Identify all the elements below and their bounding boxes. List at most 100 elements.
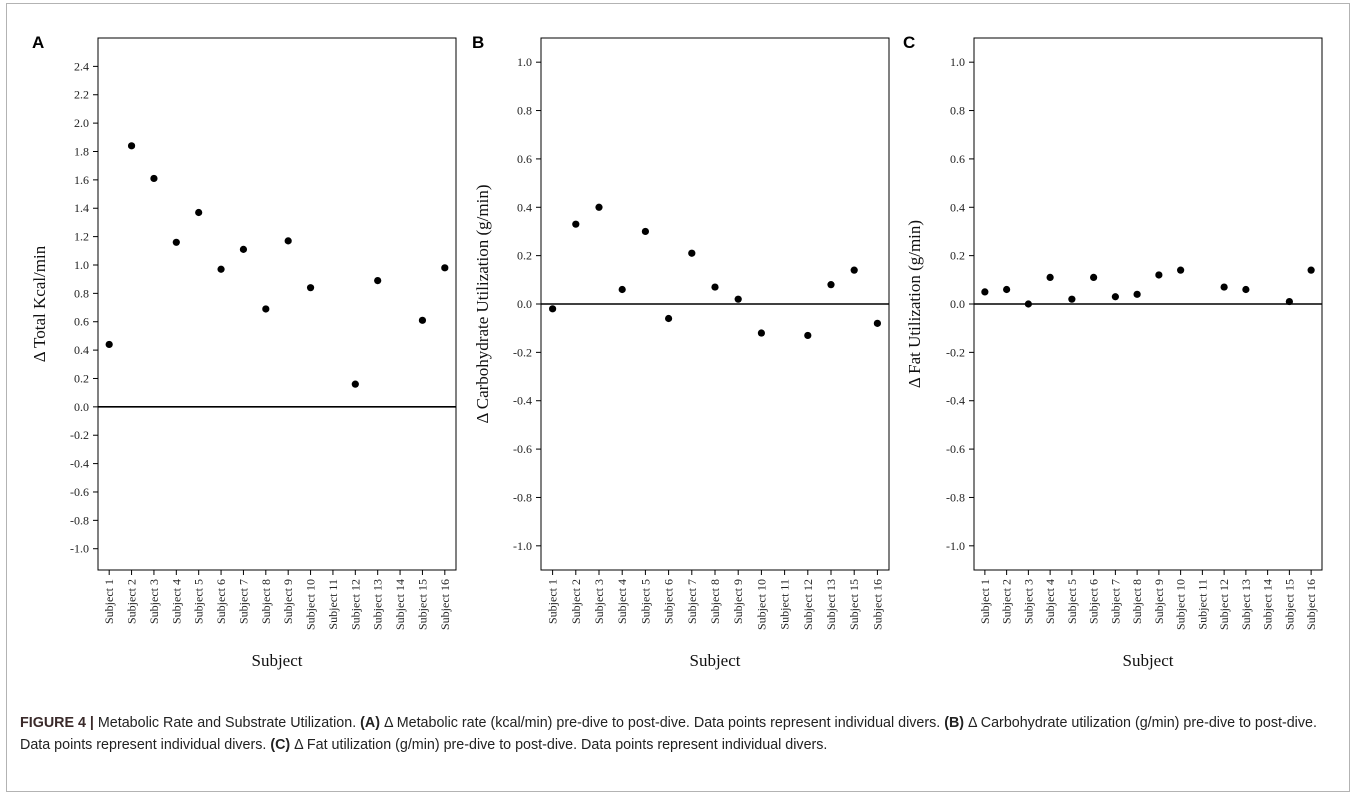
x-tick-label: Subject 9 bbox=[1152, 579, 1166, 624]
x-tick-label: Subject 16 bbox=[1304, 579, 1318, 630]
x-tick-label: Subject 12 bbox=[348, 579, 362, 630]
x-tick-label: Subject 11 bbox=[778, 579, 792, 630]
y-tick-label: 1.6 bbox=[74, 173, 89, 187]
figure-caption: FIGURE 4 | Metabolic Rate and Substrate … bbox=[20, 712, 1340, 756]
x-tick-label: Subject 12 bbox=[1217, 579, 1231, 630]
data-point bbox=[1003, 285, 1011, 294]
x-tick-label: Subject 16 bbox=[870, 579, 884, 630]
data-point bbox=[734, 295, 742, 303]
data-point bbox=[711, 283, 719, 291]
y-tick-label: -1.0 bbox=[70, 542, 89, 556]
y-tick-label: -0.8 bbox=[70, 513, 89, 527]
x-tick-label: Subject 10 bbox=[304, 579, 318, 630]
y-tick-label: 0.4 bbox=[74, 343, 89, 357]
panel-letter: B bbox=[472, 33, 484, 52]
chart-panel-a: A 2.4 2.2 2.0 1.8 1.6 1.4 1.2 1.0 0.8 0.6 0.4 0.2 0.0… bbox=[30, 33, 457, 670]
x-tick-label: Subject 7 bbox=[685, 579, 699, 624]
data-point bbox=[239, 245, 248, 253]
x-tick-label: Subject 13 bbox=[371, 579, 385, 630]
data-point bbox=[981, 288, 989, 296]
data-point bbox=[804, 331, 812, 340]
x-tick-label: Subject 2 bbox=[569, 579, 583, 624]
x-tick-label: Subject 13 bbox=[1239, 579, 1253, 630]
y-tick-label: -0.6 bbox=[946, 442, 965, 456]
x-tick-label: Subject 5 bbox=[638, 579, 652, 624]
y-tick-label: 0.0 bbox=[74, 400, 89, 414]
y-tick-label: 0.8 bbox=[950, 104, 965, 118]
data-point bbox=[105, 340, 113, 349]
data-point bbox=[351, 380, 359, 388]
x-tick-label: Subject 4 bbox=[169, 579, 183, 624]
data-point bbox=[618, 285, 626, 294]
y-tick-label: 0.2 bbox=[74, 371, 89, 385]
x-tick-label: Subject 15 bbox=[1282, 579, 1296, 630]
data-point bbox=[1111, 293, 1119, 301]
x-tick-label: Subject 10 bbox=[1174, 579, 1188, 630]
data-point bbox=[262, 305, 270, 313]
plot-border bbox=[97, 37, 457, 571]
y-tick-label: 2.0 bbox=[74, 116, 89, 130]
figure-frame bbox=[6, 3, 1350, 792]
y-tick-label: -0.4 bbox=[513, 394, 532, 408]
data-point bbox=[418, 316, 427, 324]
x-tick-label: Subject 15 bbox=[847, 579, 861, 630]
y-tick-label: -0.8 bbox=[513, 490, 532, 504]
y-tick-label: -0.4 bbox=[70, 457, 89, 471]
x-tick-label: Subject 4 bbox=[1043, 579, 1057, 624]
x-tick-label: Subject 10 bbox=[754, 579, 768, 630]
data-point bbox=[441, 264, 449, 272]
data-point bbox=[1220, 283, 1228, 291]
x-tick-label: Subject 6 bbox=[1087, 579, 1101, 624]
data-point bbox=[284, 237, 292, 245]
x-tick-label: Subject 15 bbox=[415, 579, 429, 630]
x-tick-label: Subject 3 bbox=[147, 579, 161, 624]
x-tick-label: Subject 4 bbox=[615, 579, 629, 624]
x-tick-label: Subject 7 bbox=[1108, 579, 1122, 624]
data-point bbox=[1177, 266, 1185, 274]
data-point bbox=[1046, 273, 1054, 281]
x-tick-label: Subject 3 bbox=[592, 579, 606, 624]
y-axis-title: Δ Carbohydrate Utilization (g/min) bbox=[473, 185, 492, 424]
data-point bbox=[1068, 295, 1076, 303]
x-axis-title: Subject bbox=[690, 651, 741, 670]
data-point bbox=[595, 203, 603, 211]
y-tick-label: 0.4 bbox=[950, 200, 965, 214]
data-point bbox=[1133, 290, 1141, 298]
x-tick-label: Subject 5 bbox=[1065, 579, 1079, 624]
x-tick-label: Subject 8 bbox=[1130, 579, 1144, 624]
caption-a-tag: (A) bbox=[360, 715, 380, 731]
y-tick-label: -0.8 bbox=[946, 490, 965, 504]
y-tick-label: 0.8 bbox=[74, 286, 89, 300]
y-tick-label: 1.0 bbox=[517, 55, 532, 69]
x-tick-label: Subject 3 bbox=[1021, 579, 1035, 624]
x-axis-title: Subject bbox=[1123, 651, 1174, 670]
data-point bbox=[757, 329, 766, 337]
y-tick-label: 1.4 bbox=[74, 201, 89, 215]
data-point bbox=[1307, 266, 1315, 274]
y-tick-label: 0.0 bbox=[517, 297, 532, 311]
data-point bbox=[1242, 285, 1250, 294]
data-point bbox=[374, 276, 382, 285]
y-tick-label: -0.2 bbox=[513, 345, 532, 359]
y-tick-label: 0.0 bbox=[950, 297, 965, 311]
x-tick-label: Subject 9 bbox=[731, 579, 745, 624]
y-tick-label: 0.6 bbox=[950, 152, 965, 166]
panel-letter: C bbox=[903, 33, 915, 52]
y-tick-label: -1.0 bbox=[513, 539, 532, 553]
data-point bbox=[150, 174, 158, 183]
x-tick-label: Subject 5 bbox=[192, 579, 206, 624]
x-tick-label: Subject 1 bbox=[102, 579, 116, 624]
data-point bbox=[827, 281, 835, 289]
x-tick-label: Subject 14 bbox=[1261, 579, 1275, 630]
y-tick-label: 2.4 bbox=[74, 59, 89, 73]
data-point bbox=[217, 265, 225, 273]
data-point bbox=[873, 319, 882, 327]
x-tick-label: Subject 1 bbox=[546, 579, 560, 624]
y-tick-label: -1.0 bbox=[946, 539, 965, 553]
y-axis-title: Δ Fat Utilization (g/min) bbox=[905, 220, 924, 388]
y-axis-title: Δ Total Kcal/min bbox=[30, 245, 49, 362]
data-point bbox=[572, 220, 580, 228]
data-point bbox=[665, 314, 673, 323]
x-tick-label: Subject 16 bbox=[438, 579, 452, 630]
caption-label: FIGURE 4 | bbox=[20, 715, 94, 731]
